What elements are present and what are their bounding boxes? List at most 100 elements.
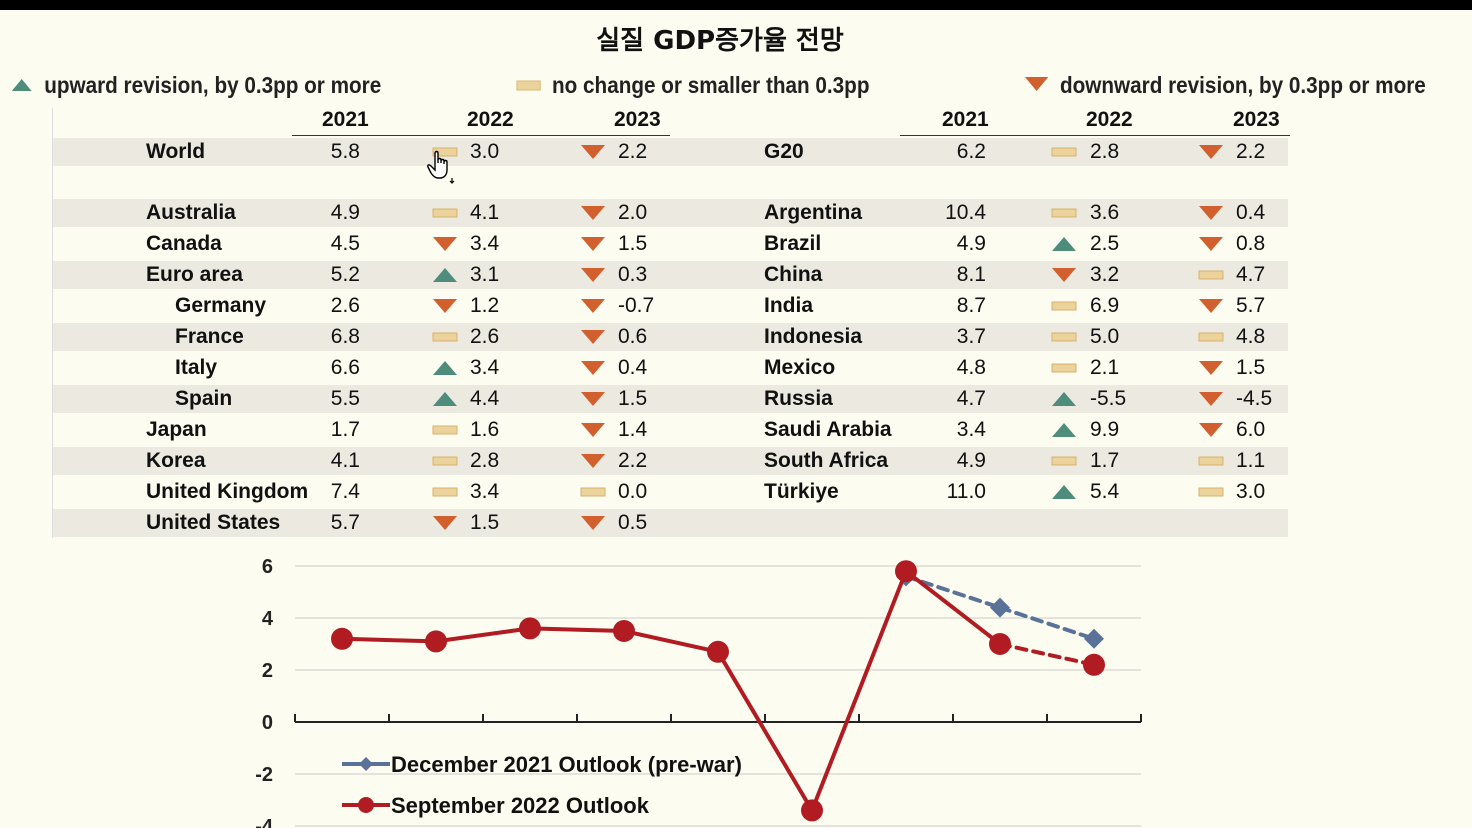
value-2022: 4.1 [470, 201, 500, 224]
country-name: United States [146, 511, 281, 534]
flat-bar-icon [1198, 261, 1224, 289]
value-2021: 1.7 [330, 418, 360, 441]
flat-bar-icon [1051, 447, 1077, 475]
country-name: China [764, 263, 823, 286]
value-2022: 3.6 [1090, 201, 1120, 224]
row-band [52, 509, 1288, 537]
value-2023: 1.5 [1236, 356, 1266, 379]
down-triangle-icon [580, 199, 606, 227]
value-2023: 5.7 [1236, 294, 1266, 317]
value-2021: 4.1 [330, 449, 360, 472]
down-triangle-icon [580, 323, 606, 351]
value-2021: 5.2 [330, 263, 360, 286]
series-1-point [425, 630, 447, 653]
value-2021: 8.1 [956, 263, 986, 286]
value-2023: 1.1 [1236, 449, 1266, 472]
value-2023: 0.0 [618, 480, 648, 503]
value-2021: 3.7 [956, 325, 986, 348]
flat-bar-icon [580, 478, 606, 506]
country-name: Korea [146, 449, 206, 472]
value-2022: 9.9 [1090, 418, 1120, 441]
up-triangle-icon [1051, 478, 1077, 506]
flat-bar-icon [432, 138, 458, 166]
up-triangle-icon [10, 72, 33, 99]
value-2023: 0.5 [618, 511, 648, 534]
legend-nochange-label: no change or smaller than 0.3pp [552, 72, 870, 98]
down-triangle-icon [580, 292, 606, 320]
series-1-point [801, 799, 823, 822]
up-triangle-icon [1051, 416, 1077, 444]
header-rule-right [900, 135, 1290, 136]
country-name: Türkiye [764, 480, 839, 503]
value-2021: 4.9 [956, 232, 986, 255]
country-name: Saudi Arabia [764, 418, 892, 441]
value-2021: 2.6 [330, 294, 360, 317]
up-triangle-icon [1051, 230, 1077, 258]
up-triangle-icon [432, 385, 458, 413]
value-2021: 10.4 [945, 201, 986, 224]
down-triangle-icon [580, 447, 606, 475]
value-2021: 4.9 [956, 449, 986, 472]
series-0-point [990, 597, 1010, 618]
value-2022: 2.5 [1090, 232, 1120, 255]
flat-bar-icon [1051, 138, 1077, 166]
country-name: Australia [146, 201, 236, 224]
legend-1-swatch-marker [358, 797, 374, 813]
value-2023: 0.6 [618, 325, 648, 348]
value-2023: 6.0 [1236, 418, 1266, 441]
series-1-segment [716, 649, 814, 813]
y-tick-label: -4 [255, 816, 274, 828]
legend-nochange: no change or smaller than 0.3pp [516, 72, 869, 99]
year-header-right-1: 2022 [1086, 108, 1133, 131]
value-2021: 6.8 [330, 325, 360, 348]
up-triangle-icon [432, 354, 458, 382]
y-tick-label: 0 [262, 712, 273, 734]
flat-bar-icon [1051, 354, 1077, 382]
y-tick-label: 2 [262, 660, 273, 682]
flat-bar-icon [1198, 478, 1224, 506]
value-2023: 1.4 [618, 418, 648, 441]
year-header-right-2: 2023 [1233, 108, 1280, 131]
value-2023: 0.8 [1236, 232, 1266, 255]
country-name: G20 [764, 140, 804, 163]
down-triangle-icon [1198, 230, 1224, 258]
legend-0-label: December 2021 Outlook (pre-war) [391, 752, 742, 777]
series-0-point [1084, 628, 1104, 649]
country-name: Spain [175, 387, 233, 410]
value-2023: 2.0 [618, 201, 648, 224]
down-triangle-icon [1198, 292, 1224, 320]
legend-down-label: downward revision, by 0.3pp or more [1060, 72, 1426, 98]
row-band [52, 199, 1288, 227]
country-name: World [146, 140, 206, 163]
legend-up-label: upward revision, by 0.3pp or more [44, 72, 382, 98]
value-2022: 3.4 [470, 232, 500, 255]
up-triangle-icon [432, 261, 458, 289]
value-2022: 1.6 [470, 418, 500, 441]
y-tick-label: 6 [262, 556, 273, 578]
value-2023: -0.7 [618, 294, 655, 317]
hand-pointer-icon [426, 150, 456, 184]
year-header-left-2: 2023 [614, 108, 661, 131]
header-rule-left [292, 135, 670, 136]
value-2022: 6.9 [1090, 294, 1120, 317]
down-triangle-icon [580, 138, 606, 166]
value-2021: 4.7 [956, 387, 986, 410]
flat-bar-icon [1198, 323, 1224, 351]
series-1-point [707, 640, 729, 663]
flat-bar-icon [1198, 447, 1224, 475]
series-1-segment [434, 626, 532, 644]
country-name: France [175, 325, 244, 348]
flat-bar-icon [432, 199, 458, 227]
country-name: Canada [146, 232, 222, 255]
series-1-segment [340, 636, 438, 644]
row-band [52, 261, 1288, 289]
down-triangle-icon [1198, 138, 1224, 166]
value-2022: 1.7 [1090, 449, 1120, 472]
flat-bar-icon [1051, 292, 1077, 320]
value-2021: 6.6 [330, 356, 360, 379]
flat-bar-icon [1051, 323, 1077, 351]
legend-down: downward revision, by 0.3pp or more [1024, 72, 1426, 99]
down-triangle-icon [432, 230, 458, 258]
series-1-segment [998, 642, 1096, 667]
series-0-segment [904, 574, 1002, 610]
